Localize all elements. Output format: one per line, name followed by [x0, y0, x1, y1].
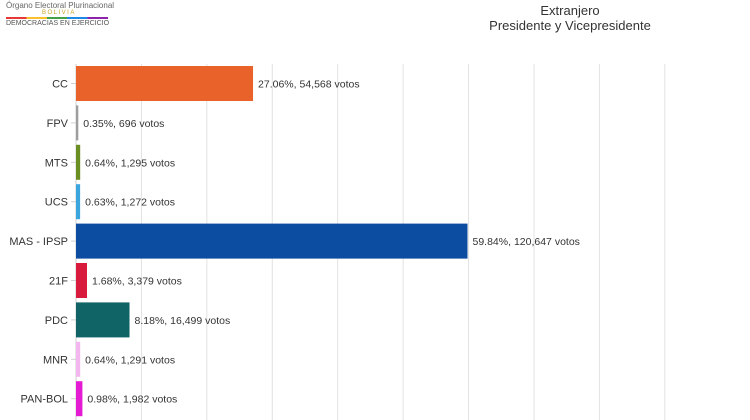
logo-line-2: BOLIVIA [42, 10, 76, 16]
data-label: 0.35%, 696 votos [83, 118, 164, 130]
category-label: PAN-BOL [21, 394, 68, 406]
bar [76, 341, 81, 377]
data-label: 1.68%, 3,379 votos [92, 276, 182, 288]
category-labels: CC FPV MTS UCS MAS - IPSP 21F PDC MNR PAN-BOL [9, 79, 68, 406]
logo-color-bar [6, 17, 108, 19]
data-label: 8.18%, 16,499 votos [135, 315, 231, 327]
data-label: 0.98%, 1,982 votos [87, 394, 177, 406]
oep-logo: Órgano Electoral Plurinacional BOLIVIA D… [6, 0, 116, 30]
logo-line-3: DEMOCRACIAS EN EJERCICIO [6, 20, 110, 27]
data-label: 0.63%, 1,272 votos [85, 197, 175, 209]
category-label: PDC [45, 315, 68, 327]
bar [76, 381, 83, 417]
logo-line-1: Órgano Electoral Plurinacional [6, 1, 115, 10]
bar [76, 263, 87, 298]
bar [76, 144, 81, 180]
category-label: MTS [45, 157, 68, 169]
data-label: 0.64%, 1,291 votos [85, 354, 175, 366]
data-label: 27.06%, 54,568 votos [258, 79, 360, 91]
data-label: 59.84%, 120,647 votos [473, 236, 580, 248]
bar [76, 223, 468, 259]
value-labels: 27.06%, 54,568 votos 0.35%, 696 votos 0.64… [83, 79, 580, 406]
chart-title-block: Extranjero Presidente y Vicepresidente [420, 3, 720, 33]
bar [76, 184, 81, 220]
chart-title: Extranjero [540, 3, 600, 18]
category-label: CC [52, 79, 68, 91]
data-label: 0.64%, 1,295 votos [85, 157, 175, 169]
category-label: UCS [45, 197, 68, 209]
bar [76, 66, 254, 101]
category-label: 21F [49, 276, 68, 288]
category-label: MAS - IPSP [9, 236, 68, 248]
category-label: MNR [43, 354, 68, 366]
chart-bars [76, 66, 468, 417]
category-label: FPV [47, 118, 69, 130]
bar [76, 302, 130, 338]
chart-subtitle: Presidente y Vicepresidente [489, 18, 651, 33]
bar [76, 105, 79, 141]
